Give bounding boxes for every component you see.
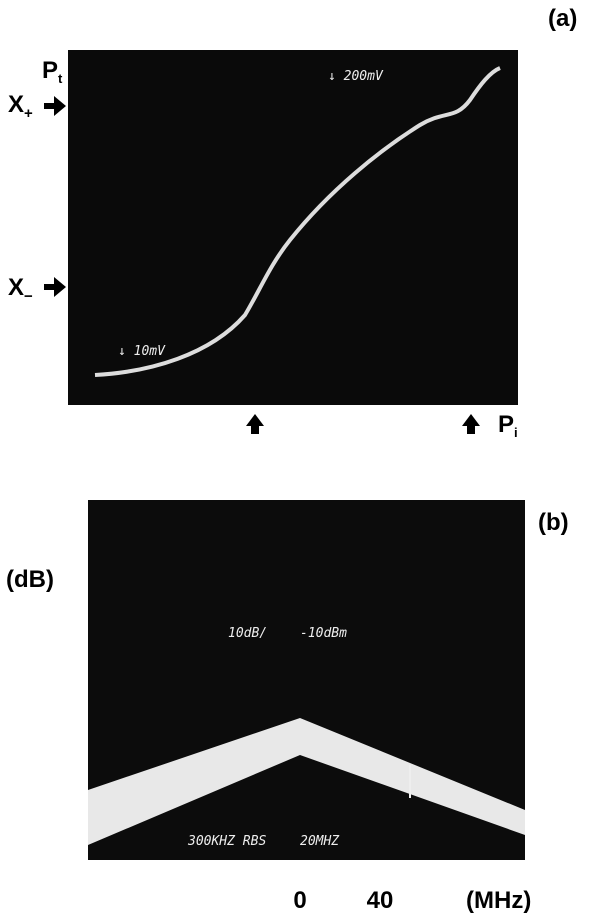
arrow — [44, 96, 66, 116]
label-main: X — [8, 274, 24, 301]
scale-annotation: 10dB/ — [228, 626, 267, 641]
scale-annotation: ↓ 200mV — [328, 69, 384, 84]
label-main: P — [498, 411, 514, 438]
settings-annotation: 300KHZ RBS — [187, 834, 266, 849]
x-label: Pi — [498, 411, 518, 440]
label-sub: i — [514, 425, 518, 440]
arrow — [462, 414, 480, 434]
scale-annotation: ↓ 10mV — [118, 344, 166, 359]
panel-label: (b) — [538, 509, 569, 536]
oscilloscope-screen — [68, 50, 518, 405]
label-sub: − — [24, 288, 33, 305]
x-tick-label: 0 — [293, 887, 306, 914]
arrow — [246, 414, 264, 434]
y-label: Pt — [42, 57, 63, 86]
label-sub: t — [58, 71, 63, 86]
arrow — [44, 277, 66, 297]
reference-annotation: -10dBm — [300, 626, 347, 641]
transfer-curve — [94, 66, 501, 377]
noise-spectrum — [88, 718, 525, 845]
x-minus-label: X− — [8, 274, 33, 305]
x-unit: (MHz) — [466, 887, 531, 914]
settings-annotation: 20MHZ — [300, 834, 340, 849]
label-sub: + — [24, 105, 33, 122]
panel-label: (a) — [548, 5, 577, 32]
x-plus-label: X+ — [8, 91, 33, 122]
y-unit: (dB) — [6, 566, 54, 593]
label-main: X — [8, 91, 24, 118]
x-tick-label: 40 — [367, 887, 394, 914]
label-main: P — [42, 57, 58, 84]
